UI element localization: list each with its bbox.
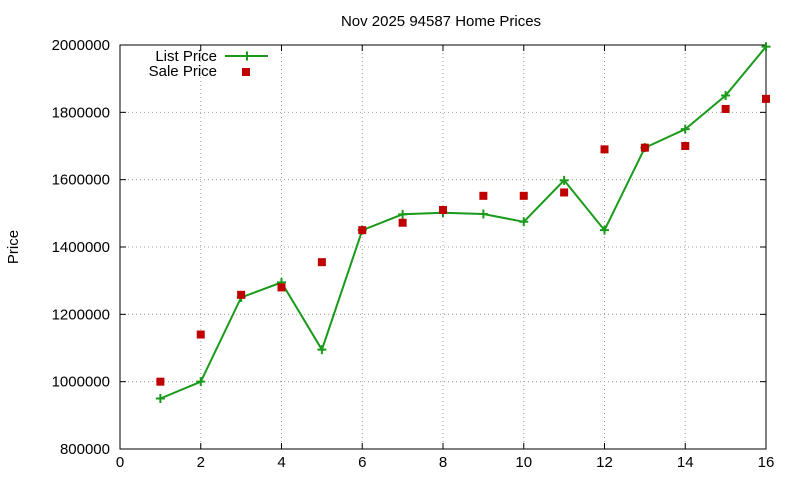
sale-price-point <box>439 205 447 214</box>
legend-label-sale-price: Sale Price <box>149 63 217 80</box>
legend-entry-list-price: List Price <box>155 48 268 65</box>
sale-price-point <box>721 104 730 113</box>
y-tick-label: 1400000 <box>52 239 110 256</box>
y-tick-label: 2000000 <box>52 37 110 54</box>
sale-price-point <box>277 283 286 292</box>
list-price-point <box>721 91 731 100</box>
x-tick-label: 0 <box>116 454 124 471</box>
list-price-point <box>398 209 408 219</box>
sale-price-point <box>560 188 569 197</box>
y-tick-label: 1800000 <box>52 104 110 121</box>
x-tick-label: 14 <box>677 454 694 471</box>
y-axis-tick-labels: 800000 1000000 1200000 1400000 1600000 180000… <box>52 37 110 458</box>
sale-price-point <box>479 191 488 200</box>
list-price-point <box>519 217 529 227</box>
x-tick-label: 12 <box>596 454 613 471</box>
list-price-point <box>680 124 690 134</box>
sale-price-point <box>398 218 407 227</box>
list-price-point <box>317 345 327 355</box>
x-axis-tick-labels: 0 2 4 6 8 10 12 14 16 <box>116 454 775 471</box>
list-price-point <box>600 225 609 235</box>
legend-marker-sale-price <box>242 68 250 76</box>
x-tick-label: 10 <box>515 454 532 471</box>
axis-ticks <box>119 44 767 450</box>
x-tick-label: 16 <box>758 454 775 471</box>
legend-entry-sale-price: Sale Price <box>149 63 250 80</box>
x-tick-label: 2 <box>197 454 205 471</box>
sale-price-point <box>519 191 528 200</box>
list-price-point <box>196 377 206 387</box>
y-axis-label: Price <box>5 230 22 264</box>
legend: List Price Sale Price <box>149 48 268 80</box>
y-tick-label: 1200000 <box>52 306 110 323</box>
y-tick-label: 800000 <box>60 441 110 458</box>
list-price-point <box>155 394 165 403</box>
x-tick-label: 8 <box>439 454 447 471</box>
series <box>155 42 771 403</box>
sale-price-point <box>762 94 770 103</box>
legend-label-list-price: List Price <box>155 48 217 65</box>
sale-price-point <box>237 290 246 299</box>
x-tick-label: 4 <box>277 454 285 471</box>
sale-price-point <box>640 143 649 152</box>
legend-marker-list-price <box>242 51 252 61</box>
list-price-point <box>478 209 488 219</box>
y-tick-label: 1000000 <box>52 374 110 391</box>
list-price-point <box>559 175 569 185</box>
list-price-point <box>761 42 771 52</box>
sale-price-point <box>681 142 690 150</box>
x-tick-label: 6 <box>358 454 366 471</box>
sale-price-point <box>196 330 205 339</box>
sale-price-point <box>358 226 367 235</box>
sale-price-point <box>156 377 165 386</box>
chart-title: Nov 2025 94587 Home Prices <box>341 13 541 30</box>
y-tick-label: 1600000 <box>52 172 110 189</box>
sale-price-point <box>600 145 609 154</box>
grid <box>120 45 766 449</box>
list-price-line <box>160 46 767 400</box>
sale-price-point <box>317 258 326 267</box>
